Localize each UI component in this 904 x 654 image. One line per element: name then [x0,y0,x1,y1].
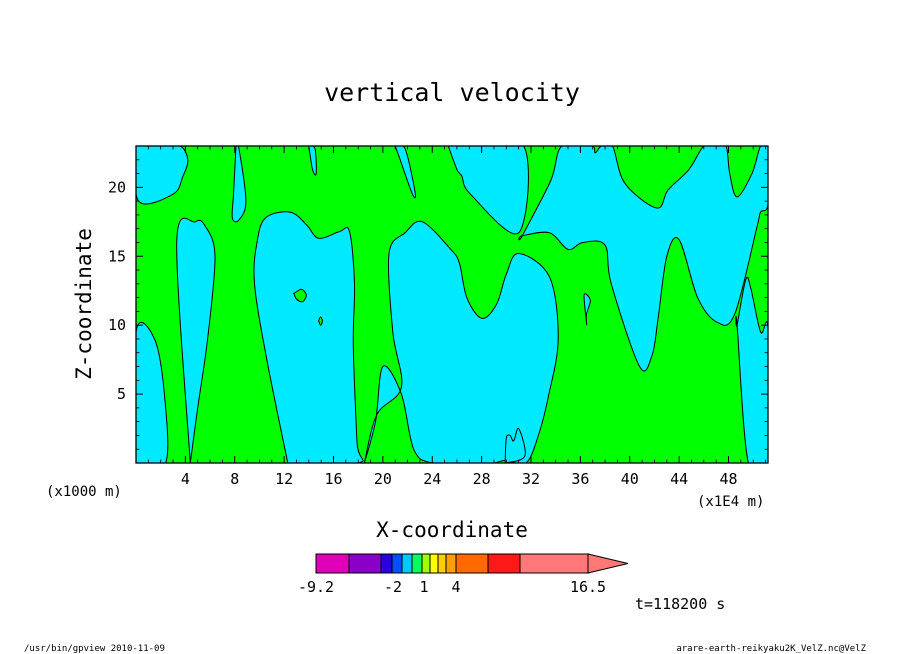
colorbar-segment [519,553,590,574]
x-tick-label: 28 [473,470,491,488]
x-tick-label: 4 [181,470,190,488]
colorbar-segment [315,553,350,574]
x-tick-label: 12 [275,470,293,488]
y-tick-label: 5 [117,385,126,403]
plot-frame [135,145,769,464]
colorbar-level-label: 1 [419,578,428,596]
x-tick-label: 48 [719,470,737,488]
colorbar-level-label: 4 [451,578,460,596]
y-tick-label: 15 [108,247,126,265]
negative-velocity-region-8 [394,146,416,199]
footer-right: arare-earth-reikyaku2K_VelZ.nc@VelZ [676,644,866,654]
negative-velocity-region-10 [446,146,529,235]
negative-velocity-region-5 [253,211,364,463]
footer-left: /usr/bin/gpview 2010-11-09 [24,644,165,654]
x-tick-label: 40 [621,470,639,488]
y-tick-label: 20 [108,178,126,196]
x-tick-label: 16 [324,470,342,488]
colorbar: -9.2 -2 1 4 16.5 [298,553,629,596]
negative-velocity-region-6 [308,146,317,176]
colorbar-segment [391,553,403,574]
colorbar-segment [401,553,413,574]
y-tick-label: 10 [108,316,126,334]
colorbar-segment [348,553,382,574]
colorbar-segment [380,553,393,574]
x-tick-label: 20 [374,470,392,488]
colorbar-segment [429,553,439,574]
x-tick-label: 44 [670,470,688,488]
colorbar-level-label: -2 [384,578,402,596]
negative-velocity-region-11 [518,146,768,372]
x-tick-label: 36 [571,470,589,488]
x-tick-label: 32 [522,470,540,488]
colorbar-segment [487,553,521,574]
z-unit-label: (x1000 m) [46,484,122,500]
negative-velocity-region-2 [136,321,169,463]
colorbar-segment [437,553,447,574]
positive-velocity-island-1 [292,288,307,303]
colorbar-segment [411,553,423,574]
colorbar-level-label: -9.2 [298,578,334,596]
x-axis-label: X-coordinate [376,518,528,542]
negative-velocity-region-3 [176,217,216,463]
chart-title: vertical velocity [324,78,580,107]
negative-velocity-region-4 [231,146,247,223]
negative-velocity-region-13 [583,293,591,326]
colorbar-segment [455,553,489,574]
x-tick-label: 24 [423,470,441,488]
time-label: t=118200 s [635,595,725,613]
negative-velocity-region-7 [363,220,559,463]
positive-velocity-island-2 [317,316,323,326]
colorbar-segment [421,553,431,574]
negative-velocity-region-12 [735,276,768,463]
colorbar-level-label: 16.5 [570,578,606,596]
colorbar-extend-arrow [587,553,629,574]
colorbar-segment [445,553,457,574]
x-unit-label: (x1E4 m) [697,494,764,510]
x-tick-label: 8 [230,470,239,488]
y-axis-label: Z-coordinate [72,228,96,380]
